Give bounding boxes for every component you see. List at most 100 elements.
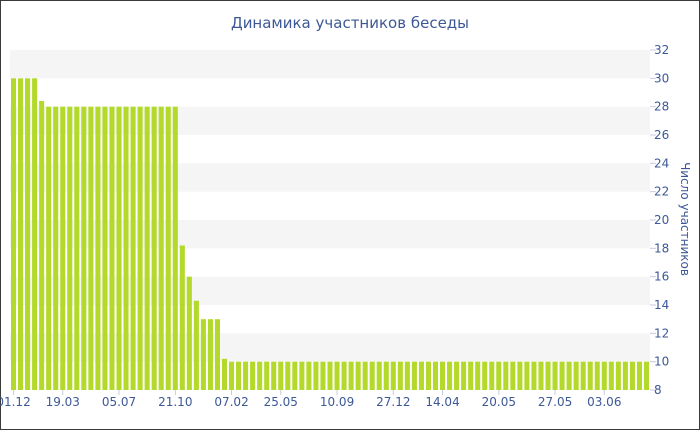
bar	[580, 361, 586, 390]
bar	[257, 361, 263, 390]
bar	[531, 361, 537, 390]
y-tick-label: 12	[654, 326, 669, 340]
bar	[383, 361, 389, 390]
bar	[229, 361, 235, 390]
bar	[594, 361, 600, 390]
bar	[221, 358, 228, 390]
bar	[545, 361, 551, 390]
bar	[207, 319, 213, 390]
x-tick-label: 05.07	[102, 395, 136, 409]
bar	[292, 361, 298, 390]
y-tick-label: 22	[654, 185, 669, 199]
grid-band	[10, 50, 650, 79]
bar	[341, 361, 347, 390]
bar	[376, 361, 382, 390]
bar	[81, 106, 87, 391]
bar	[489, 361, 495, 390]
bar	[236, 361, 242, 390]
bar	[573, 361, 579, 390]
x-axis-ticks: 01.12 19.03 05.07 21.10 07.02 25.05 10.09 27.12…	[0, 390, 621, 409]
y-tick-label: 8	[654, 383, 662, 397]
bar	[278, 361, 284, 390]
x-tick-label: 01.12	[0, 395, 31, 409]
bar	[475, 361, 481, 390]
bar	[306, 361, 312, 390]
bar	[144, 106, 150, 391]
bar	[250, 361, 256, 390]
x-tick-label: 03.06	[587, 395, 621, 409]
bar	[285, 361, 291, 390]
x-tick-label: 10.09	[320, 395, 354, 409]
y-axis-label: Число участников	[678, 162, 692, 276]
y-tick-label: 30	[654, 71, 669, 85]
bar	[608, 361, 614, 390]
y-tick-label: 32	[654, 43, 669, 57]
bar	[186, 276, 192, 390]
bar	[39, 101, 45, 390]
bar	[425, 361, 431, 390]
y-tick-label: 14	[654, 298, 669, 312]
bar	[362, 361, 368, 390]
bar	[454, 361, 460, 390]
bar	[327, 361, 333, 390]
bar	[200, 319, 206, 390]
bar	[566, 361, 572, 390]
bar	[158, 106, 164, 391]
bars	[10, 78, 650, 391]
bar	[165, 106, 171, 391]
bar	[538, 361, 544, 390]
y-tick-label: 20	[654, 213, 669, 227]
bar	[629, 361, 635, 390]
bar	[432, 361, 439, 390]
bar	[25, 78, 31, 390]
y-tick-label: 16	[654, 270, 669, 284]
bar	[109, 106, 115, 391]
bar	[95, 106, 101, 391]
bar	[193, 300, 199, 390]
bar	[264, 361, 270, 390]
x-tick-label: 14.04	[425, 395, 459, 409]
bar	[10, 78, 17, 390]
bar	[397, 361, 403, 390]
bar	[116, 106, 122, 391]
bar	[404, 361, 410, 390]
bar	[137, 106, 143, 391]
bar	[496, 361, 502, 390]
y-tick-label: 18	[654, 241, 669, 255]
bar	[32, 78, 38, 390]
x-tick-label: 25.05	[264, 395, 298, 409]
y-tick-label: 10	[654, 355, 669, 369]
x-tick-label: 27.05	[538, 395, 572, 409]
bar	[53, 106, 59, 391]
bar	[418, 361, 424, 390]
bar	[320, 361, 326, 390]
bar	[524, 361, 530, 390]
bar	[60, 106, 66, 391]
bar	[334, 361, 340, 390]
bar	[214, 319, 220, 390]
bar	[271, 361, 277, 390]
bar	[587, 361, 593, 390]
y-axis-ticks: 8 10 12 14 16 18 20 22 24 26 28 30 32	[650, 43, 669, 397]
x-tick-label: 19.03	[46, 395, 80, 409]
y-tick-label: 26	[654, 128, 669, 142]
bar	[411, 361, 417, 390]
bar	[46, 106, 52, 391]
x-tick-label: 27.12	[376, 395, 410, 409]
bar	[559, 361, 565, 390]
bar	[172, 106, 178, 391]
bar	[299, 361, 305, 390]
bar	[601, 361, 607, 390]
y-tick-label: 24	[654, 156, 669, 170]
bar	[313, 361, 319, 390]
bar	[440, 361, 446, 390]
bar	[622, 361, 628, 390]
chart-title: Динамика участников беседы	[231, 14, 469, 32]
x-tick-label: 21.10	[158, 395, 192, 409]
bar	[468, 361, 474, 390]
bar	[369, 361, 375, 390]
bar	[348, 361, 354, 390]
x-tick-label: 20.05	[482, 395, 516, 409]
bar	[461, 361, 467, 390]
